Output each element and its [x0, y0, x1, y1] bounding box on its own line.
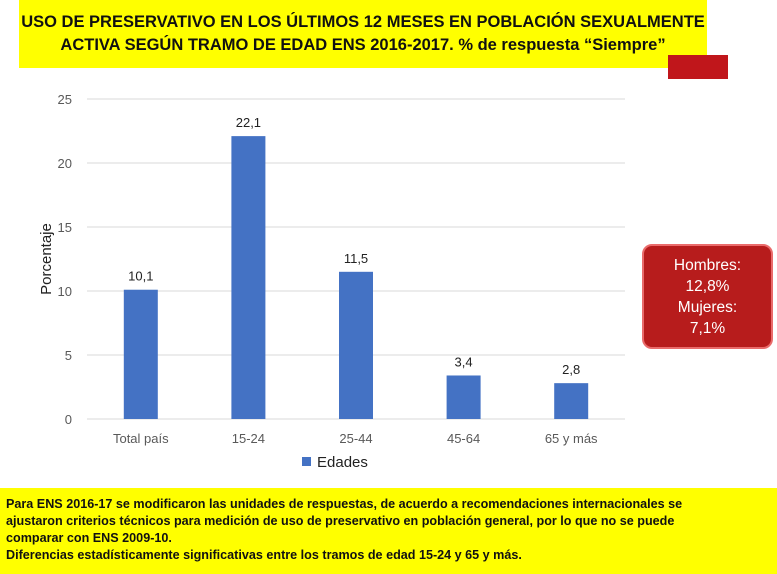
bar — [446, 375, 481, 419]
bar — [231, 136, 266, 419]
x-tick-label: 45-64 — [447, 431, 480, 446]
x-tick-label: 25-44 — [339, 431, 372, 446]
legend-label: Edades — [317, 454, 368, 471]
y-tick-label: 5 — [65, 348, 72, 363]
bar — [554, 383, 589, 419]
data-label: 3,4 — [455, 354, 473, 369]
x-tick-label: 15-24 — [232, 431, 265, 446]
data-label: 10,1 — [128, 269, 153, 284]
chart-title-box: USO DE PRESERVATIVO EN LOS ÚLTIMOS 12 ME… — [19, 0, 707, 68]
callout-women-label: Mujeres: — [677, 298, 738, 316]
y-tick-label: 25 — [58, 92, 72, 107]
y-tick-label: 0 — [65, 412, 72, 427]
bar — [123, 289, 158, 419]
bar — [339, 271, 373, 419]
gender-callout: Hombres: 12,8% Mujeres: 7,1% — [642, 244, 773, 349]
x-tick-label: 65 y más — [545, 431, 598, 446]
callout-men-value: 12,8% — [685, 277, 730, 295]
footnote-box: Para ENS 2016-17 se modificaron las unid… — [0, 488, 777, 574]
footnote-line-1: Para ENS 2016-17 se modificaron las unid… — [6, 497, 683, 511]
y-axis-title: Porcentaje — [38, 223, 55, 295]
y-tick-label: 15 — [58, 220, 72, 235]
x-tick-label: Total país — [113, 431, 169, 446]
footnote-line-2: ajustaron criterios técnicos para medici… — [6, 514, 675, 528]
callout-men-label: Hombres: — [673, 256, 742, 274]
y-tick-label: 20 — [58, 156, 72, 171]
footnote-line-4: Diferencias estadísticamente significati… — [6, 548, 522, 562]
callout-women-value: 7,1% — [689, 319, 726, 337]
bar-chart: 0 5 10 15 20 25 Porcentaje 10,1 Total país 22,1 15… — [38, 92, 625, 471]
red-accent-tab — [668, 55, 728, 79]
y-tick-label: 10 — [58, 284, 72, 299]
data-label: 2,8 — [562, 362, 580, 377]
footnote-line-3: comparar con ENS 2009-10. — [6, 531, 172, 545]
chart-title-line-2: ACTIVA SEGÚN TRAMO DE EDAD ENS 2016-2017… — [60, 36, 666, 54]
data-label: 11,5 — [344, 251, 368, 266]
chart-title-line-1: USO DE PRESERVATIVO EN LOS ÚLTIMOS 12 ME… — [21, 13, 705, 31]
data-label: 22,1 — [236, 115, 261, 130]
legend-swatch — [302, 457, 311, 466]
